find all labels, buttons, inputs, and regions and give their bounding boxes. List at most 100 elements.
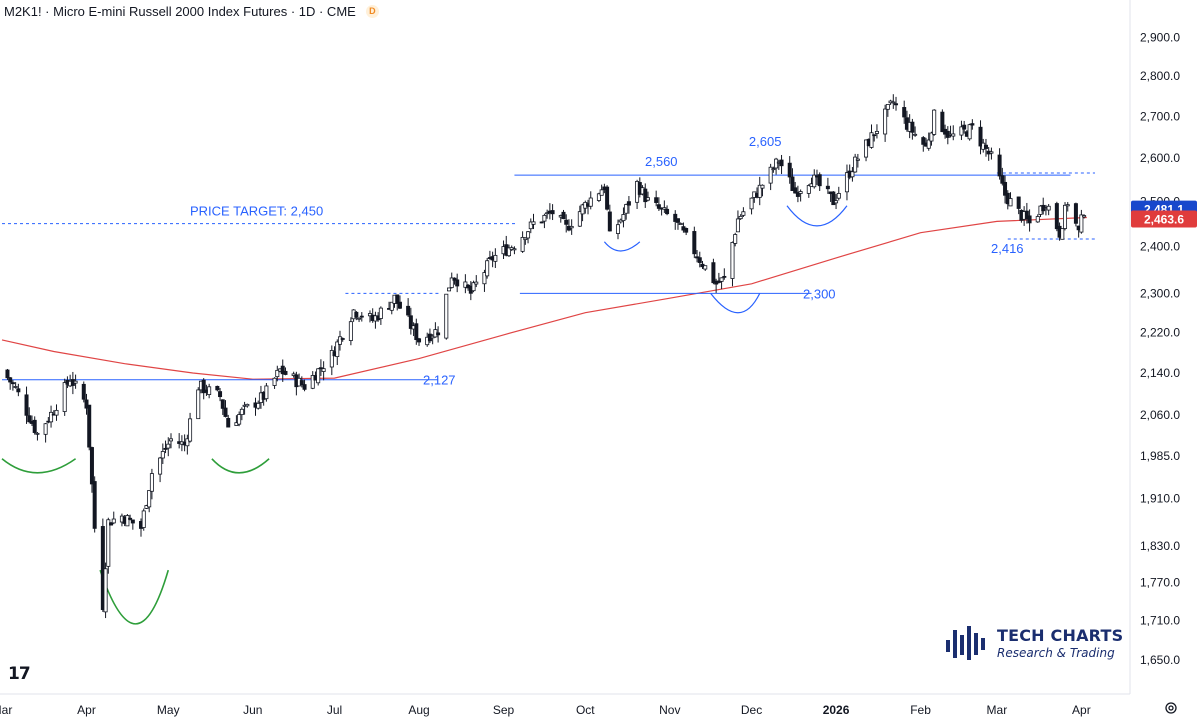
candle-body xyxy=(354,311,359,318)
candle-body xyxy=(299,380,304,386)
candle-body xyxy=(605,186,610,210)
candle-body xyxy=(389,301,394,311)
candle-body xyxy=(452,277,457,281)
candle-body xyxy=(962,124,967,130)
y-tick-label: 2,220.0 xyxy=(1140,325,1180,339)
candle-body xyxy=(89,447,94,485)
candle-body xyxy=(921,137,926,145)
candle-body xyxy=(844,172,849,193)
chart-header: M2K1! · Micro E-mini Russell 2000 Index … xyxy=(4,1,379,21)
candle-body xyxy=(607,211,612,232)
candle-body xyxy=(207,386,212,395)
price-target-label: PRICE TARGET: 2,450 xyxy=(190,204,323,219)
delayed-data-badge[interactable]: D xyxy=(365,4,379,18)
candle-body xyxy=(512,248,517,251)
y-tick-label: 2,300.0 xyxy=(1140,286,1180,300)
candle-body xyxy=(825,185,830,190)
candle-body xyxy=(16,388,21,393)
y-tick-label: 1,910.0 xyxy=(1140,492,1180,506)
candle-body xyxy=(1008,198,1013,207)
candle-body xyxy=(196,389,201,420)
candle-body xyxy=(163,447,168,450)
pattern-arc xyxy=(786,205,848,227)
candle-body xyxy=(226,417,231,428)
y-tick-label: 2,800.0 xyxy=(1140,69,1180,83)
x-tick-label: Dec xyxy=(741,703,762,717)
candle-body xyxy=(675,218,680,223)
candle-body xyxy=(166,443,171,449)
candle-body xyxy=(768,166,773,184)
candle-body xyxy=(506,247,511,257)
candle-body xyxy=(798,191,803,194)
candle-body xyxy=(806,185,811,194)
price-badge xyxy=(1131,210,1197,228)
candle-body xyxy=(760,184,765,189)
low-2416-label: 2,416 xyxy=(991,241,1024,256)
candle-body xyxy=(697,257,702,263)
candle-body xyxy=(13,386,18,388)
support-2300-label: 2,300 xyxy=(803,286,836,301)
y-tick-label: 1,710.0 xyxy=(1140,614,1180,628)
candle-body xyxy=(340,338,345,340)
candle-body xyxy=(1046,205,1051,211)
candle-body xyxy=(564,219,569,225)
candle-body xyxy=(417,338,422,343)
candle-body xyxy=(891,101,896,104)
brand-tagline: Research & Trading xyxy=(997,646,1115,660)
y-tick-label: 1,985.0 xyxy=(1140,449,1180,463)
candle-body xyxy=(92,481,97,529)
candle-body xyxy=(621,214,626,222)
candle-body xyxy=(624,204,629,214)
candle-body xyxy=(237,414,242,425)
candle-body xyxy=(223,407,228,417)
x-tick-label: Nov xyxy=(659,703,680,717)
candle-body xyxy=(239,408,244,416)
symbol-title[interactable]: M2K1! · Micro E-mini Russell 2000 Index … xyxy=(4,3,356,19)
candle-body xyxy=(577,211,582,227)
high-2605-label: 2,605 xyxy=(749,134,782,149)
candle-body xyxy=(128,517,133,520)
tradingview-logo-icon[interactable]: 17 xyxy=(8,664,31,684)
candle-body xyxy=(692,231,697,255)
candle-body xyxy=(722,275,727,278)
candle-body xyxy=(463,281,468,288)
tech-charts-logo-icon xyxy=(946,626,985,660)
support-2127-label: 2,127 xyxy=(423,373,456,388)
candle-body xyxy=(703,265,708,270)
candle-body xyxy=(27,415,32,423)
candle-body xyxy=(24,394,29,416)
candle-body xyxy=(1079,214,1084,233)
settings-gear-icon[interactable] xyxy=(1164,701,1178,715)
candle-body xyxy=(929,132,934,142)
candle-body xyxy=(539,221,544,224)
candle-body xyxy=(147,490,152,508)
candle-body xyxy=(673,213,678,222)
candle-body xyxy=(894,103,899,106)
candle-body xyxy=(550,210,555,215)
candle-body xyxy=(940,111,945,133)
x-tick-label: Jun xyxy=(243,703,262,717)
x-tick-label: Aug xyxy=(408,703,429,717)
candle-body xyxy=(100,526,105,610)
candle-body xyxy=(106,519,111,567)
candle-body xyxy=(482,272,487,285)
candle-body xyxy=(280,365,285,375)
candle-body xyxy=(185,438,190,447)
candle-body xyxy=(787,162,792,178)
pattern-arc xyxy=(211,458,270,474)
candle-body xyxy=(520,236,525,252)
candle-body xyxy=(561,211,566,220)
candle-body xyxy=(643,188,648,203)
y-tick-label: 2,600.0 xyxy=(1140,151,1180,165)
candle-body xyxy=(84,399,89,409)
candle-body xyxy=(831,191,836,206)
candle-body xyxy=(1060,228,1065,240)
candle-body xyxy=(149,473,154,492)
candle-body xyxy=(970,123,975,126)
candle-body xyxy=(8,377,13,383)
candle-body xyxy=(836,192,841,199)
candle-body xyxy=(406,305,411,316)
y-tick-label: 2,140.0 xyxy=(1140,366,1180,380)
candle-body xyxy=(188,418,193,442)
